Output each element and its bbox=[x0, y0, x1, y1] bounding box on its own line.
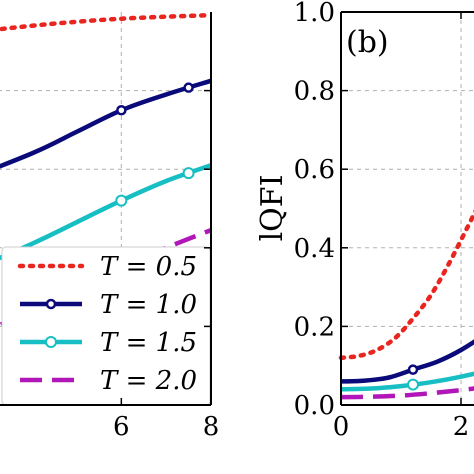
panel-b-axes bbox=[340, 11, 474, 406]
panel-b-label: (b) bbox=[346, 25, 389, 60]
x-tick-label: 2 bbox=[453, 412, 470, 442]
series-marker-3 bbox=[182, 167, 195, 180]
series-line-2 bbox=[340, 339, 474, 384]
series-line-3 bbox=[340, 371, 474, 392]
legend-label-1: T = 0.5 bbox=[100, 252, 197, 282]
legend-label-3: T = 1.5 bbox=[100, 328, 197, 358]
legend-marker-3 bbox=[45, 336, 57, 348]
x-tick-label: 0 bbox=[333, 412, 350, 442]
panel-b-grid bbox=[341, 12, 474, 405]
panel-a-axes bbox=[0, 12, 212, 406]
series-marker-2 bbox=[407, 364, 419, 375]
series-line-1 bbox=[338, 209, 474, 361]
x-tick-label: 8 bbox=[203, 412, 220, 442]
series-marker-2 bbox=[183, 82, 194, 93]
panel-b-tick-labels: 0 2 0.0 0.2 0.4 0.6 0.8 1.0 bbox=[294, 0, 470, 442]
legend-marker-2 bbox=[45, 298, 57, 310]
series-line-1 bbox=[0, 12, 214, 32]
panel-b-y-axis-title: lQFI bbox=[255, 175, 290, 242]
legend-label-4: T = 2.0 bbox=[100, 366, 197, 396]
panel-b: 0 2 0.0 0.2 0.4 0.6 0.8 1.0 (b) lQFI bbox=[255, 0, 474, 442]
legend: T = 0.5 T = 1.0 T = 1.5 T = 2.0 bbox=[1, 246, 211, 406]
y-tick-label: 0.2 bbox=[294, 312, 335, 342]
y-tick-label: 0.8 bbox=[294, 77, 335, 107]
series-line-2 bbox=[0, 78, 212, 169]
series-marker-3 bbox=[407, 378, 419, 391]
y-tick-label: 0.4 bbox=[294, 234, 335, 264]
panel-a-markers bbox=[115, 82, 195, 207]
series-line-4 bbox=[340, 386, 474, 400]
panel-b-markers bbox=[407, 364, 419, 391]
y-tick-label: 1.0 bbox=[294, 0, 335, 28]
x-tick-label: 6 bbox=[113, 412, 130, 442]
panel-b-lines bbox=[338, 209, 474, 400]
y-tick-label: 0.6 bbox=[294, 155, 335, 185]
y-tick-label: 0.0 bbox=[294, 391, 335, 421]
legend-label-2: T = 1.0 bbox=[100, 290, 197, 320]
series-marker-3 bbox=[115, 194, 128, 207]
series-marker-2 bbox=[116, 105, 127, 116]
